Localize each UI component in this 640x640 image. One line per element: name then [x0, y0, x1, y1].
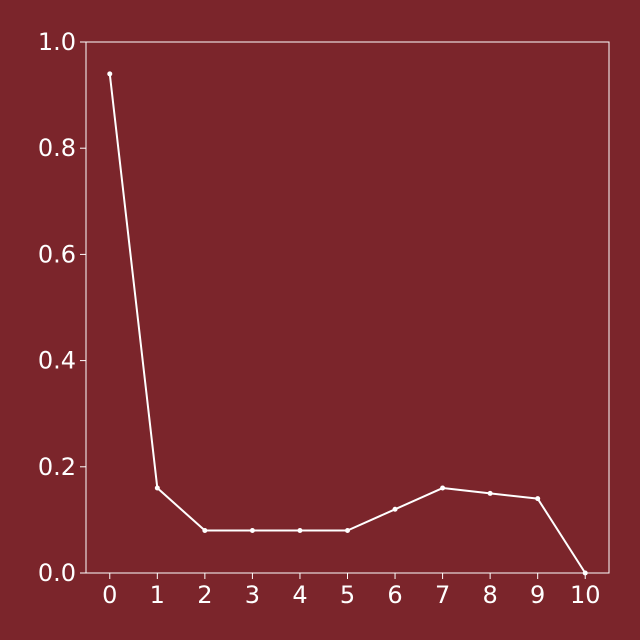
x-tick-label: 7	[435, 581, 450, 609]
y-tick-label: 0.6	[38, 240, 76, 268]
y-tick-label: 0.4	[38, 347, 76, 375]
x-tick-label: 2	[197, 581, 212, 609]
data-point	[249, 528, 255, 534]
x-tick-label: 6	[387, 581, 402, 609]
x-tick-label: 3	[245, 581, 260, 609]
data-point	[107, 71, 113, 77]
data-point	[297, 528, 303, 534]
data-point	[202, 528, 208, 534]
data-point	[154, 485, 160, 491]
plot-frame	[85, 41, 610, 574]
data-point	[440, 485, 446, 491]
data-point	[392, 506, 398, 512]
x-tick-label: 10	[570, 581, 601, 609]
x-tick-label: 0	[102, 581, 117, 609]
x-axis-ticks: 0 1 2 3 4 5 6 7 8 9 10	[102, 573, 601, 609]
y-tick-label: 0.0	[38, 559, 76, 587]
x-tick-label: 8	[482, 581, 497, 609]
y-tick-label: 0.2	[38, 453, 76, 481]
y-axis-ticks: 0.0 0.2 0.4 0.6 0.8 1.0	[38, 28, 86, 587]
series-layer	[107, 71, 588, 576]
data-point	[487, 490, 493, 496]
data-point	[582, 570, 588, 576]
y-tick-label: 0.8	[38, 134, 76, 162]
data-point	[345, 528, 350, 534]
x-tick-label: 1	[150, 581, 165, 609]
series-line	[108, 73, 587, 574]
x-tick-label: 9	[530, 581, 545, 609]
x-tick-label: 4	[292, 581, 307, 609]
data-point	[535, 496, 541, 502]
y-tick-label: 1.0	[38, 28, 76, 56]
x-tick-label: 5	[340, 581, 355, 609]
